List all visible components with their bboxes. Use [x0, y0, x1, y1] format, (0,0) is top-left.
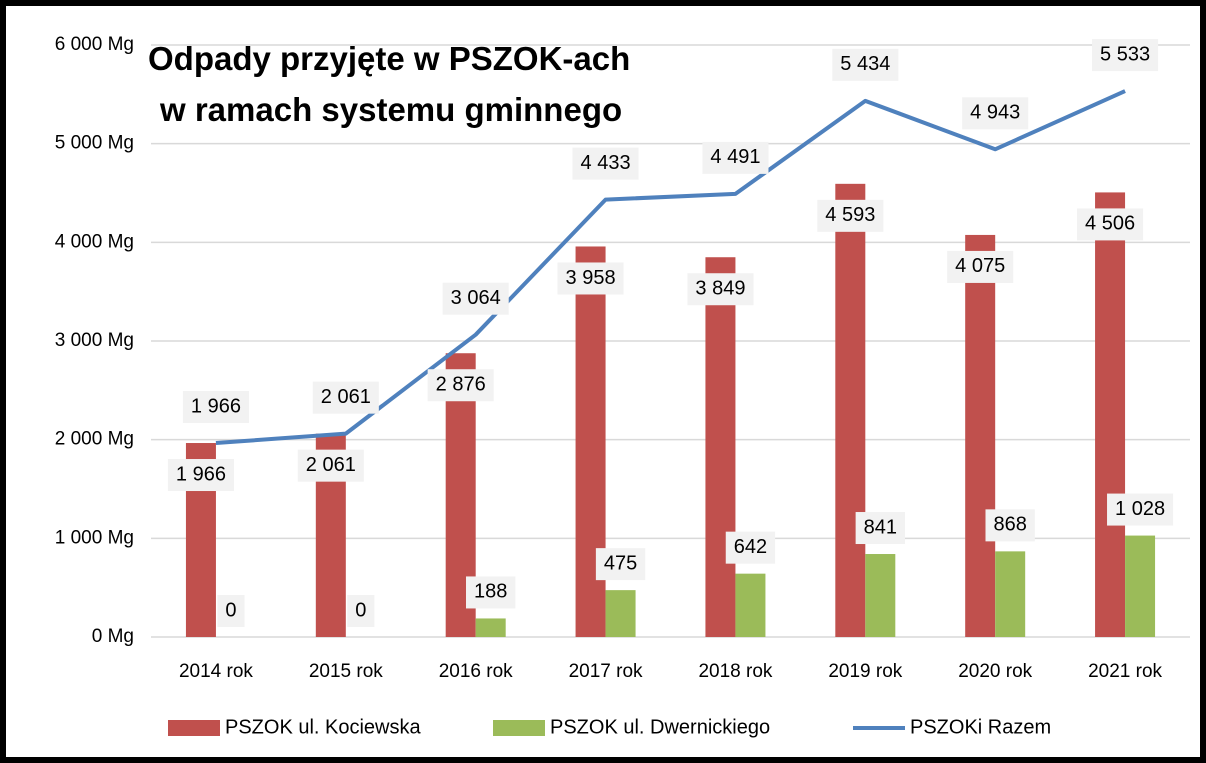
x-tick-label: 2021 rok	[1088, 661, 1162, 682]
data-label: 2 876	[436, 374, 486, 396]
y-tick-label: 0 Mg	[92, 626, 134, 647]
data-label: 1 966	[191, 395, 241, 417]
y-tick-label: 3 000 Mg	[55, 330, 134, 351]
data-label-box	[817, 199, 884, 232]
data-label-box	[947, 250, 1014, 283]
x-tick-label: 2016 rok	[439, 661, 513, 682]
data-label: 3 958	[566, 267, 616, 289]
data-label-box	[687, 273, 754, 306]
data-label: 841	[864, 516, 897, 538]
line	[215, 89, 1126, 446]
bar	[965, 234, 996, 637]
data-label: 4 075	[955, 255, 1005, 277]
y-tick-label: 5 000 Mg	[55, 133, 134, 154]
data-label-box	[557, 262, 624, 295]
data-label: 2 061	[321, 386, 371, 408]
chart-title: w ramach systemu gminnego	[159, 91, 622, 128]
x-tick-label: 2015 rok	[309, 661, 383, 682]
legend-swatch	[168, 720, 220, 736]
data-label-box	[985, 509, 1035, 542]
data-label: 5 533	[1100, 43, 1150, 65]
data-label: 868	[994, 514, 1027, 536]
legend-label: PSZOK ul. Dwernickiego	[550, 716, 770, 738]
data-label-box	[297, 449, 364, 482]
bar	[995, 551, 1026, 637]
data-label: 2 061	[306, 454, 356, 476]
x-tick-label: 2017 rok	[569, 661, 643, 682]
bar	[605, 590, 636, 637]
x-tick-label: 2020 rok	[958, 661, 1032, 682]
data-label-box	[427, 369, 494, 402]
bar	[705, 257, 736, 637]
data-label: 4 943	[970, 102, 1020, 124]
data-label-box	[855, 512, 905, 545]
x-tick-label: 2018 rok	[698, 661, 772, 682]
data-label-box	[962, 97, 1029, 130]
y-tick-label: 6 000 Mg	[55, 34, 134, 55]
data-label: 642	[734, 536, 767, 558]
data-label-box	[182, 391, 249, 424]
bar	[735, 573, 766, 637]
data-label: 188	[474, 581, 507, 603]
data-label-box	[1077, 208, 1144, 241]
labels: 1 966 2 061 2 876 3 958 3 849 4 593 4 075 4 506…	[167, 39, 1174, 627]
data-label: 475	[604, 552, 637, 574]
legend-label: PSZOKi Razem	[910, 716, 1051, 738]
data-label: 0	[225, 599, 236, 621]
data-label: 4 506	[1085, 213, 1135, 235]
bar	[475, 618, 506, 637]
data-label: 3 849	[695, 278, 745, 300]
data-label-box	[442, 282, 509, 315]
legend-label: PSZOK ul. Kociewska	[225, 716, 422, 738]
data-label: 4 491	[710, 146, 760, 168]
data-label-box	[702, 141, 769, 174]
bar	[865, 554, 896, 637]
data-label-box	[347, 595, 375, 627]
data-label: 4 593	[825, 204, 875, 226]
bar	[835, 183, 866, 637]
y-tick-label: 4 000 Mg	[55, 231, 134, 252]
x-tick-label: 2019 rok	[828, 661, 902, 682]
data-label-box	[1107, 493, 1174, 526]
data-label-box	[832, 48, 899, 81]
bar	[1095, 192, 1126, 637]
data-label: 3 064	[451, 287, 501, 309]
data-label: 4 433	[581, 152, 631, 174]
data-label-box	[595, 548, 646, 581]
data-label-box	[466, 576, 516, 609]
data-label-box	[725, 531, 776, 564]
data-label-box	[217, 595, 245, 627]
data-label: 1 028	[1115, 498, 1165, 520]
chart-title: Odpady przyjęte w PSZOK-ach	[148, 40, 630, 77]
x-tick-label: 2014 rok	[179, 661, 253, 682]
data-label-box	[312, 381, 379, 414]
data-label: 5 434	[840, 53, 890, 75]
legend-swatch	[493, 720, 545, 736]
data-label-box	[572, 147, 639, 180]
data-label: 1 966	[176, 463, 226, 485]
bar	[1125, 535, 1156, 637]
data-label-box	[167, 459, 234, 492]
y-tick-label: 1 000 Mg	[55, 527, 134, 548]
y-tick-label: 2 000 Mg	[55, 429, 134, 450]
data-label: 0	[355, 599, 366, 621]
data-label-box	[1092, 39, 1159, 72]
